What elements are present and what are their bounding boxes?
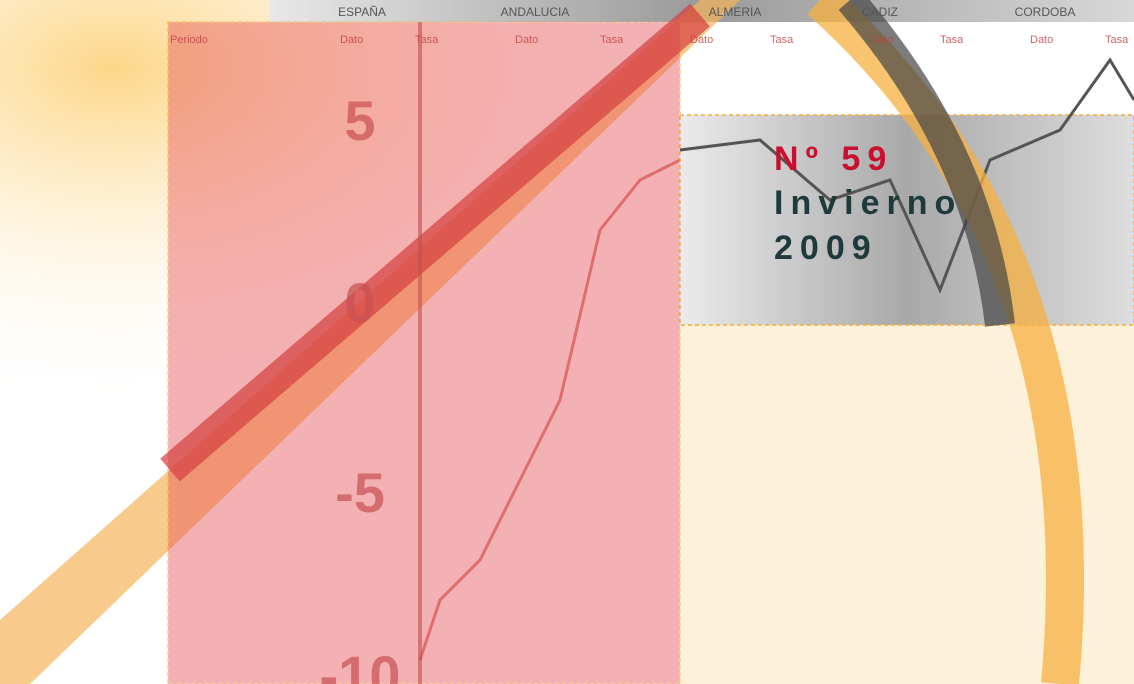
column-subheader: Tasa	[770, 34, 794, 46]
column-subheader: Dato	[690, 34, 713, 46]
issue-number: Nº 59	[774, 140, 894, 178]
column-header: ANDALUCIA	[501, 5, 570, 19]
axis-label: -5	[335, 461, 385, 524]
dark-arc	[838, 0, 1015, 327]
column-subheader: Tasa	[600, 34, 624, 46]
axis-label: -10	[320, 644, 401, 684]
grey-line	[679, 57, 1134, 294]
season: Invierno	[774, 184, 963, 222]
column-subheader: Dato	[515, 34, 538, 46]
column-subheader: Tasa	[1105, 34, 1129, 46]
axis-label: 0	[344, 271, 375, 334]
curve	[418, 158, 681, 661]
column-subheader: Dato	[1030, 34, 1053, 46]
red-panel	[167, 21, 681, 684]
column-header: ALMERIA	[709, 5, 762, 19]
column-subheader: Periodo	[170, 34, 208, 46]
red-band	[160, 3, 710, 482]
column-header: ESPAÑA	[338, 5, 386, 19]
column-header: CADIZ	[862, 5, 898, 19]
column-subheader: Dato	[870, 34, 893, 46]
column-subheader: Tasa	[415, 34, 439, 46]
axis-label: 5	[344, 89, 375, 152]
column-subheader: Tasa	[940, 34, 964, 46]
column-header: CORDOBA	[1015, 5, 1076, 19]
year: 2009	[774, 229, 878, 267]
column-subheader: Dato	[340, 34, 363, 46]
diagonal-band	[0, 0, 740, 684]
